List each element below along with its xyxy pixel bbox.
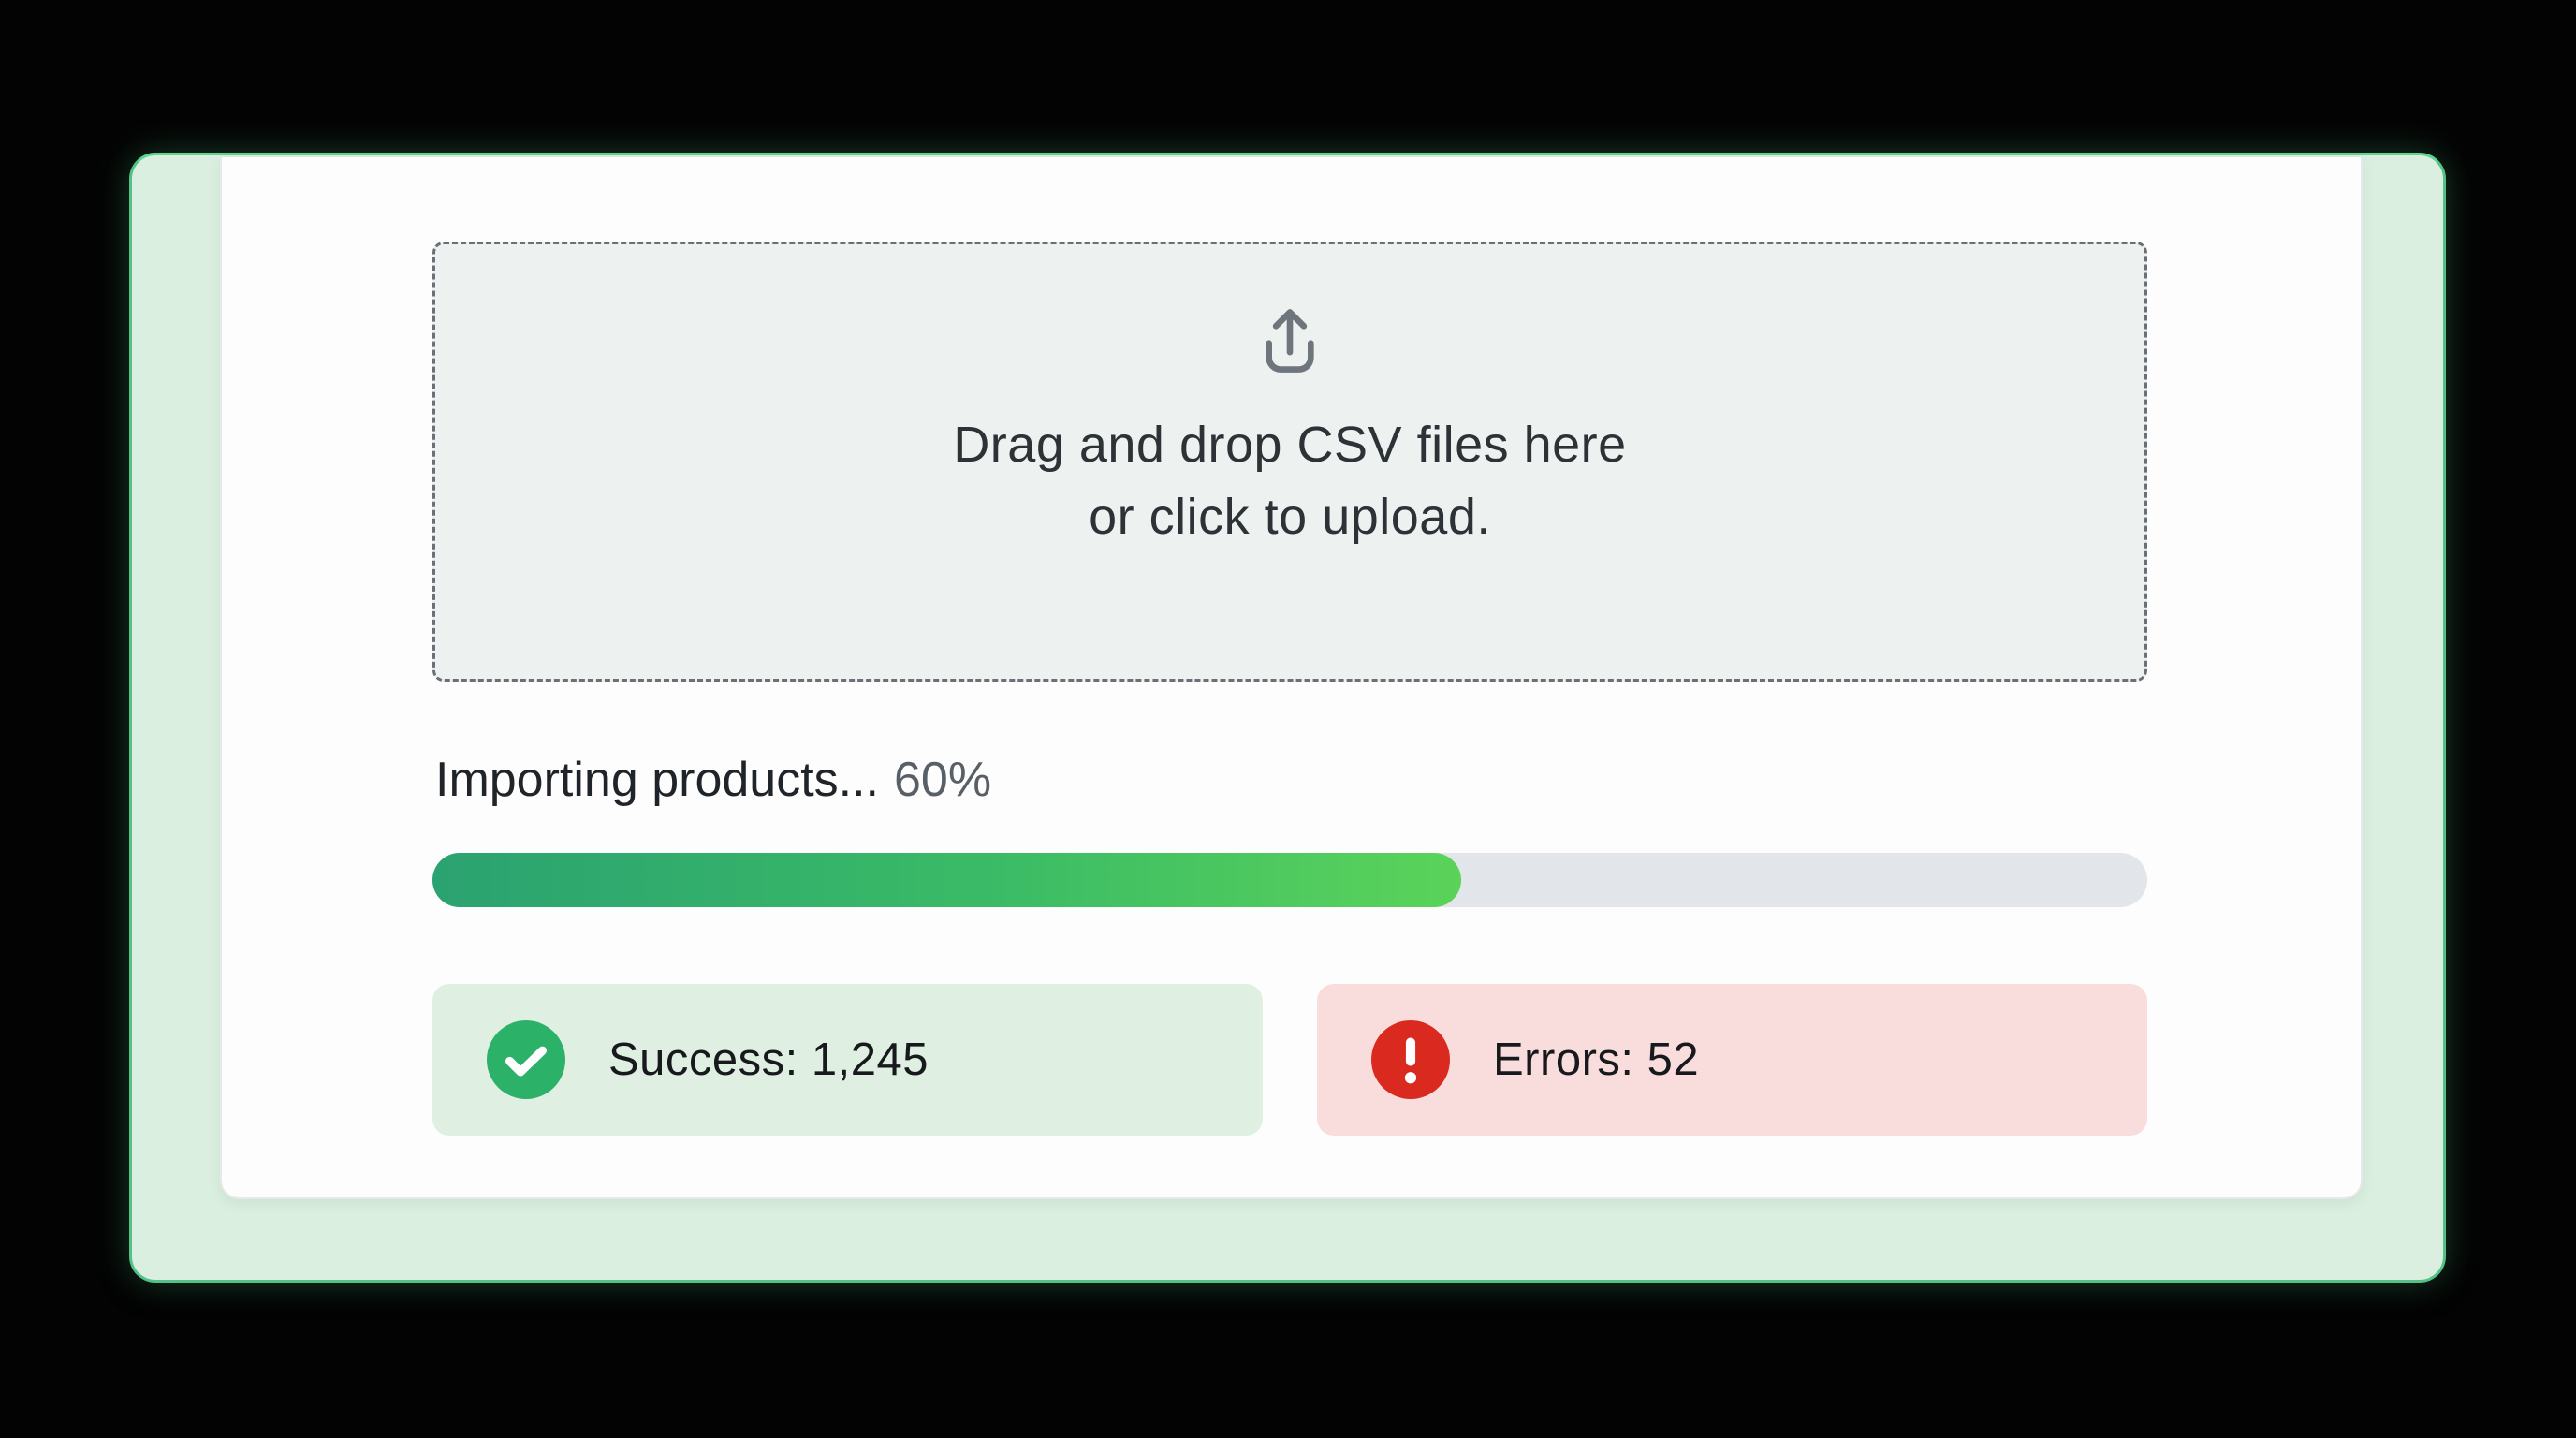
dropzone-line2: or click to upload. bbox=[1089, 489, 1491, 545]
progress-label-text: Importing products... bbox=[435, 753, 879, 807]
progress-bar-track bbox=[432, 853, 2147, 907]
dropzone-line1: Drag and drop CSV files here bbox=[953, 417, 1627, 473]
progress-bar-fill bbox=[432, 853, 1462, 907]
success-badge: Success: 1,245 bbox=[432, 984, 1263, 1136]
import-stats-row: Success: 1,245 Errors: 52 bbox=[432, 984, 2147, 1136]
import-panel: Drag and drop CSV files here or click to… bbox=[220, 157, 2363, 1199]
check-icon bbox=[487, 1020, 565, 1099]
csv-dropzone[interactable]: Drag and drop CSV files here or click to… bbox=[432, 242, 2147, 682]
import-modal: Drag and drop CSV files here or click to… bbox=[129, 153, 2446, 1283]
import-progress-label: Importing products... 60% bbox=[435, 751, 991, 809]
progress-percent: 60% bbox=[894, 753, 992, 807]
errors-badge: Errors: 52 bbox=[1317, 984, 2147, 1136]
success-label: Success: 1,245 bbox=[608, 1034, 929, 1085]
errors-label: Errors: 52 bbox=[1493, 1034, 1700, 1085]
alert-icon bbox=[1371, 1020, 1450, 1099]
upload-icon bbox=[1266, 309, 1314, 373]
